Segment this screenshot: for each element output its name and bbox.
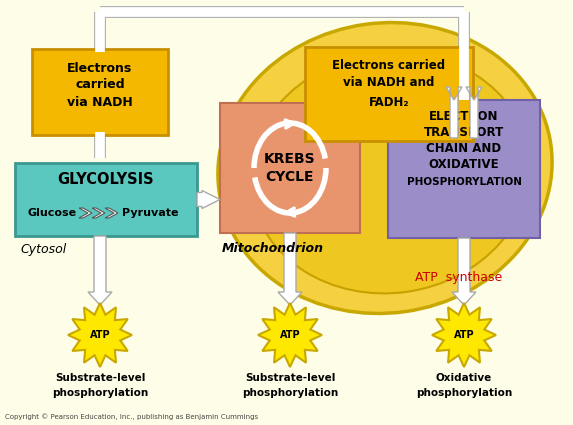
- FancyBboxPatch shape: [15, 163, 197, 236]
- Text: ELECTRON: ELECTRON: [429, 110, 499, 122]
- FancyBboxPatch shape: [32, 49, 168, 135]
- Polygon shape: [92, 208, 105, 218]
- Text: Cytosol: Cytosol: [20, 244, 66, 257]
- Polygon shape: [446, 87, 462, 138]
- Text: via NADH: via NADH: [67, 96, 133, 108]
- Text: Electrons carried: Electrons carried: [332, 59, 446, 71]
- Text: Substrate-level: Substrate-level: [55, 373, 145, 383]
- Text: ATP: ATP: [90, 330, 111, 340]
- Text: carried: carried: [75, 77, 125, 91]
- FancyBboxPatch shape: [220, 103, 360, 233]
- Text: OXIDATIVE: OXIDATIVE: [429, 158, 499, 170]
- Polygon shape: [278, 233, 302, 305]
- Text: phosphorylation: phosphorylation: [416, 388, 512, 398]
- Text: Electrons: Electrons: [68, 62, 132, 74]
- Polygon shape: [105, 208, 118, 218]
- Ellipse shape: [218, 23, 552, 314]
- Text: Glucose: Glucose: [27, 208, 76, 218]
- Text: ATP  synthase: ATP synthase: [415, 272, 503, 284]
- Polygon shape: [258, 303, 322, 367]
- Text: KREBS: KREBS: [264, 152, 316, 166]
- Polygon shape: [466, 87, 482, 138]
- Polygon shape: [452, 238, 476, 305]
- Text: phosphorylation: phosphorylation: [52, 388, 148, 398]
- Text: Copyright © Pearson Education, Inc., publishing as Benjamin Cummings: Copyright © Pearson Education, Inc., pub…: [5, 414, 258, 420]
- Text: CYCLE: CYCLE: [266, 170, 314, 184]
- Text: PHOSPHORYLATION: PHOSPHORYLATION: [406, 177, 521, 187]
- Text: phosphorylation: phosphorylation: [242, 388, 338, 398]
- Text: GLYCOLYSIS: GLYCOLYSIS: [58, 172, 154, 187]
- Text: FADH₂: FADH₂: [369, 96, 409, 108]
- Text: ATP: ATP: [454, 330, 474, 340]
- Text: TRANSPORT: TRANSPORT: [424, 125, 504, 139]
- Polygon shape: [432, 303, 496, 367]
- Text: Pyruvate: Pyruvate: [122, 208, 179, 218]
- Text: Substrate-level: Substrate-level: [245, 373, 335, 383]
- Text: Oxidative: Oxidative: [436, 373, 492, 383]
- FancyBboxPatch shape: [388, 100, 540, 238]
- Polygon shape: [68, 303, 132, 367]
- FancyBboxPatch shape: [305, 47, 473, 141]
- Polygon shape: [79, 208, 92, 218]
- Ellipse shape: [250, 53, 529, 293]
- Polygon shape: [197, 190, 220, 209]
- Text: via NADH and: via NADH and: [343, 76, 435, 88]
- Text: ATP: ATP: [280, 330, 300, 340]
- Text: Mitochondrion: Mitochondrion: [222, 241, 324, 255]
- Polygon shape: [88, 236, 112, 305]
- Text: CHAIN AND: CHAIN AND: [426, 142, 501, 155]
